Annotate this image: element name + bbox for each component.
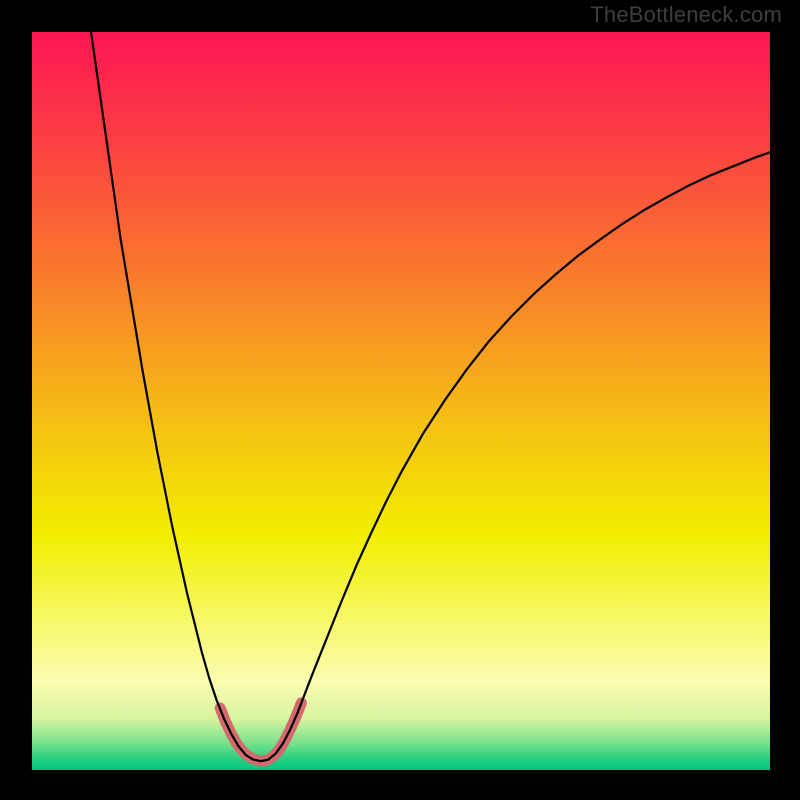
plot-area bbox=[32, 32, 770, 770]
watermark-text: TheBottleneck.com bbox=[590, 2, 782, 28]
chart-stage: TheBottleneck.com bbox=[0, 0, 800, 800]
gradient-background bbox=[32, 32, 770, 770]
